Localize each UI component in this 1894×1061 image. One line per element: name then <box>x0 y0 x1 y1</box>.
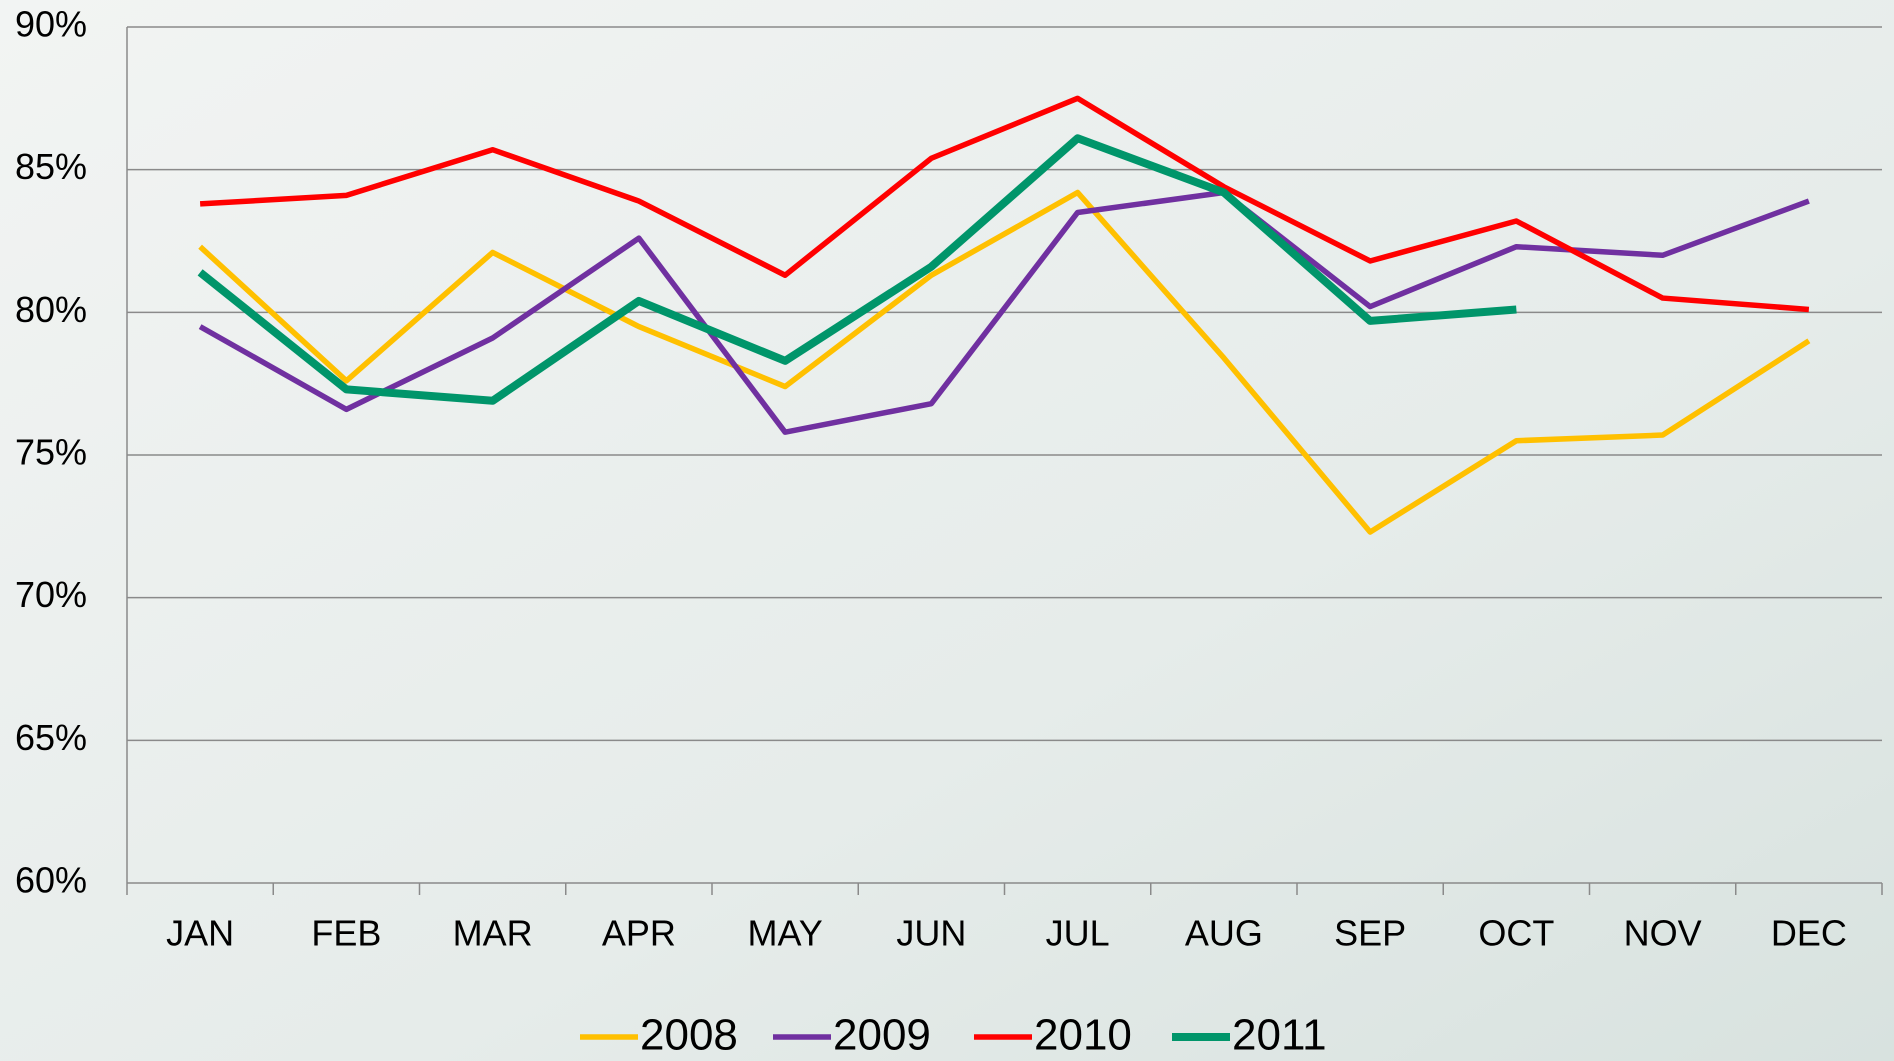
legend-label: 2008 <box>640 1011 738 1060</box>
legend-label: 2010 <box>1034 1011 1132 1060</box>
x-tick-label: MAY <box>747 913 822 954</box>
x-tick-label: APR <box>602 913 676 954</box>
y-tick-label: 85% <box>15 146 87 187</box>
series-line <box>198 189 1810 435</box>
y-tick-label: 65% <box>15 717 87 758</box>
x-tick-label: FEB <box>311 913 381 954</box>
x-tick-label: JUN <box>896 913 966 954</box>
legend-label: 2009 <box>833 1011 931 1060</box>
x-tick-label: JAN <box>166 913 234 954</box>
x-tick-label: NOV <box>1624 913 1702 954</box>
y-tick-label: 70% <box>15 574 87 615</box>
x-tick-label: DEC <box>1771 913 1847 954</box>
y-tick-label: 60% <box>15 860 87 901</box>
series-line <box>198 189 1811 535</box>
y-tick-label: 80% <box>15 289 87 330</box>
x-tick-label: AUG <box>1185 913 1263 954</box>
x-tick-label: OCT <box>1478 913 1554 954</box>
y-tick-label: 90% <box>15 4 87 45</box>
legend-label: 2011 <box>1232 1011 1327 1060</box>
series-line <box>197 134 1517 405</box>
y-tick-label: 75% <box>15 432 87 473</box>
x-tick-label: SEP <box>1334 913 1406 954</box>
x-tick-label: JUL <box>1046 913 1110 954</box>
series-line <box>199 95 1810 313</box>
x-tick-label: MAR <box>453 913 533 954</box>
